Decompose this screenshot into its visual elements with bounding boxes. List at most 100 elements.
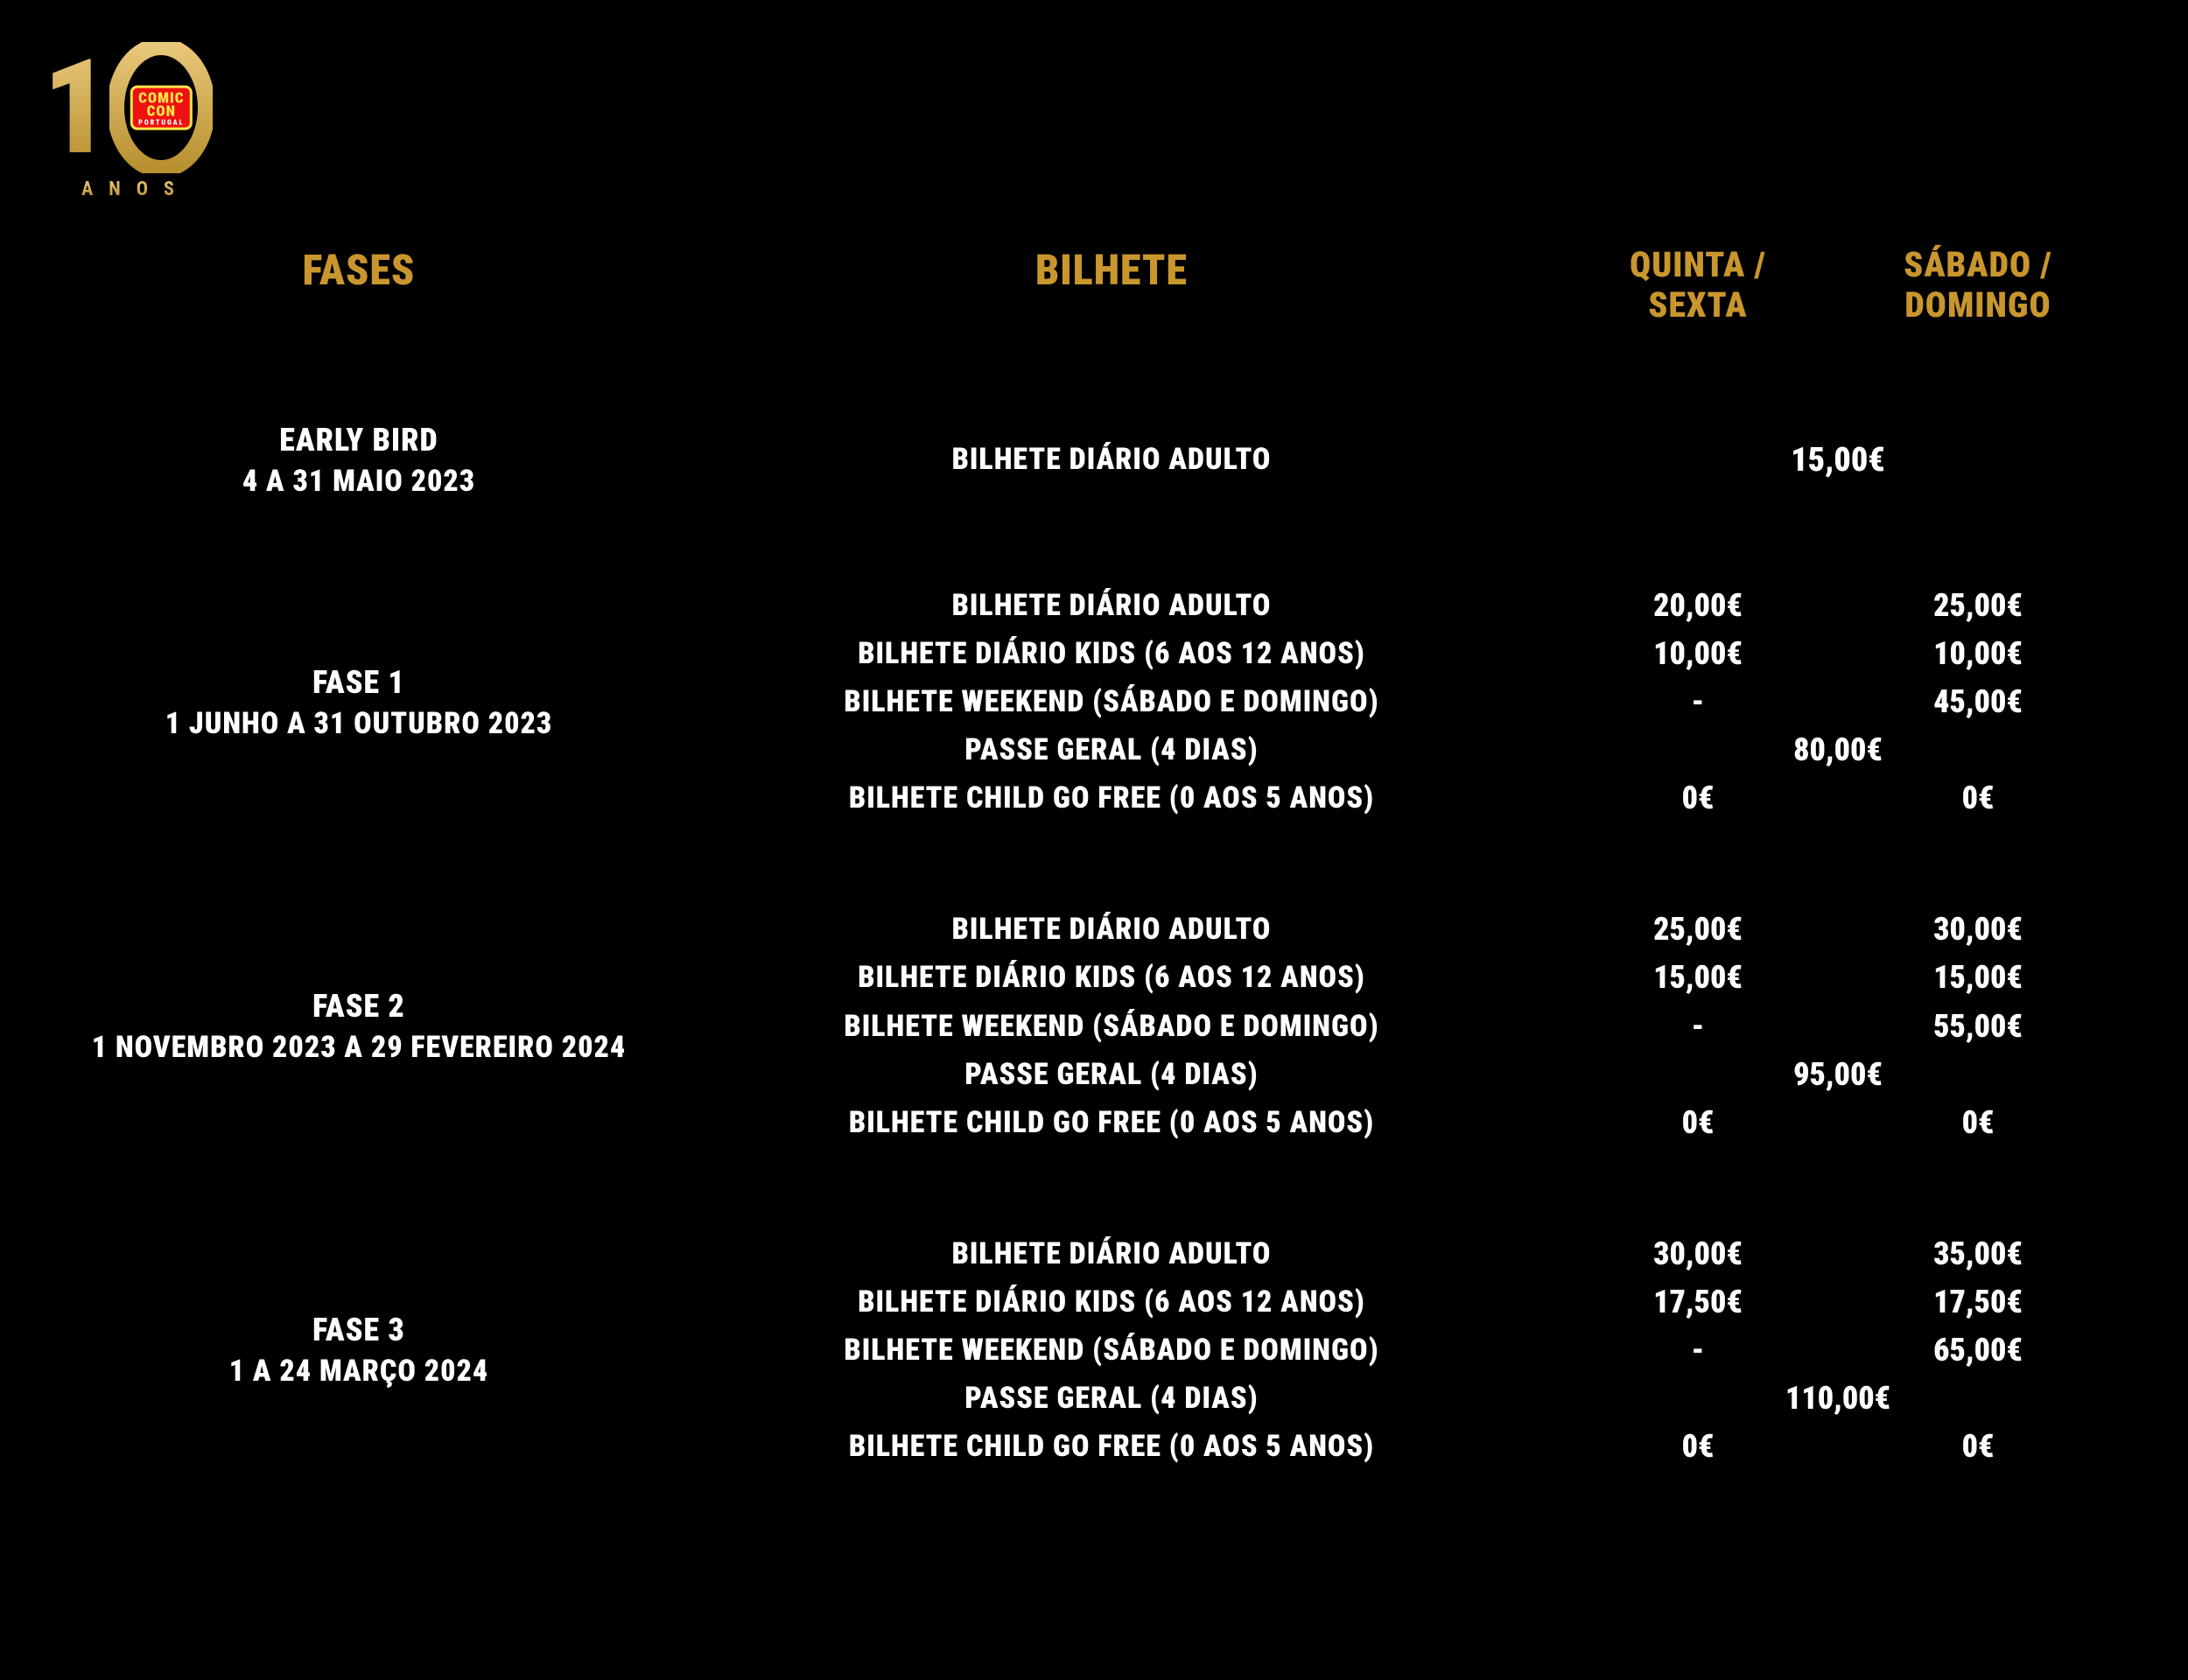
header-col2: SÁBADO / DOMINGO (1838, 245, 2118, 326)
fase-block: FASE 1 1 JUNHO A 31 OUTUBRO 2023 (53, 664, 665, 741)
price-grid: 30,00€35,00€17,50€17,50€-65,00€110,00€0€… (1558, 1230, 2118, 1471)
price-quinta-sexta: 25,00€ (1558, 906, 1838, 954)
fase-title: FASE 3 (53, 1312, 665, 1348)
price-row: 25,00€30,00€ (1558, 906, 2118, 954)
price-row: 0€0€ (1558, 1099, 2118, 1147)
bilhete-label: BILHETE DIÁRIO ADULTO (665, 436, 1558, 484)
price-row: 30,00€35,00€ (1558, 1230, 2118, 1278)
price-quinta-sexta: 0€ (1558, 1423, 1838, 1471)
price-sabado-domingo: 0€ (1838, 1099, 2118, 1147)
logo-badge: COMIC CON PORTUGAL (130, 86, 192, 130)
price-row: 110,00€ (1558, 1375, 2118, 1423)
price-quinta-sexta: 17,50€ (1558, 1278, 1838, 1326)
logo-digit-1: 1 (43, 49, 110, 167)
fase-title: FASE 2 (53, 988, 665, 1025)
price-row: 15,00€15,00€ (1558, 954, 2118, 1002)
price-sabado-domingo: 15,00€ (1838, 954, 2118, 1002)
price-sabado-domingo: 45,00€ (1838, 678, 2118, 726)
section-row: FASE 2 1 NOVEMBRO 2023 A 29 FEVEREIRO 202… (53, 906, 2135, 1146)
price-quinta-sexta: 20,00€ (1558, 582, 1838, 630)
header-fases: FASES (53, 245, 665, 295)
section-row: EARLY BIRD 4 A 31 MAIO 2023BILHETE DIÁRIO… (53, 422, 2135, 499)
price-quinta-sexta: - (1558, 1326, 1838, 1375)
bilhete-label: PASSE GERAL (4 DIAS) (665, 1051, 1558, 1099)
table-header-row: FASES BILHETE QUINTA / SEXTA SÁBADO / DO… (53, 245, 2135, 326)
price-row: 95,00€ (1558, 1051, 2118, 1099)
price-sabado-domingo: 35,00€ (1838, 1230, 2118, 1278)
price-quinta-sexta: 0€ (1558, 774, 1838, 822)
price-row: 10,00€10,00€ (1558, 630, 2118, 678)
price-grid: 20,00€25,00€10,00€10,00€-45,00€80,00€0€0… (1558, 582, 2118, 822)
price-row: -65,00€ (1558, 1326, 2118, 1375)
bilhete-label: BILHETE DIÁRIO KIDS (6 AOS 12 ANOS) (665, 1278, 1558, 1326)
pricing-table: FASES BILHETE QUINTA / SEXTA SÁBADO / DO… (53, 245, 2135, 1471)
price-sabado-domingo: 55,00€ (1838, 1003, 2118, 1051)
bilhete-list: BILHETE DIÁRIO ADULTO (665, 436, 1558, 484)
header-col2-line2: DOMINGO (1838, 285, 2118, 326)
price-quinta-sexta: 30,00€ (1558, 1230, 1838, 1278)
fase-subtitle: 1 NOVEMBRO 2023 A 29 FEVEREIRO 2024 (53, 1030, 665, 1065)
bilhete-label: PASSE GERAL (4 DIAS) (665, 1375, 1558, 1423)
bilhete-list: BILHETE DIÁRIO ADULTOBILHETE DIÁRIO KIDS… (665, 582, 1558, 822)
fase-block: FASE 3 1 A 24 MARÇO 2024 (53, 1312, 665, 1389)
price-row: -55,00€ (1558, 1003, 2118, 1051)
logo-digits: 1 COMIC CON PORTUGAL (40, 42, 215, 173)
header-col2-line1: SÁBADO / (1838, 245, 2118, 285)
fase-subtitle: 1 A 24 MARÇO 2024 (53, 1354, 665, 1389)
header-col1-line2: SEXTA (1558, 285, 1838, 326)
bilhete-label: BILHETE DIÁRIO ADULTO (665, 1230, 1558, 1278)
bilhete-label: BILHETE WEEKEND (SÁBADO E DOMINGO) (665, 1003, 1558, 1051)
page: 1 COMIC CON PORTUGAL ANOS FASES BILHETE (0, 0, 2188, 1680)
fase-title: EARLY BIRD (53, 422, 665, 458)
logo-badge-text: COMIC CON (138, 90, 184, 121)
price-merged: 15,00€ (1558, 435, 2118, 486)
bilhete-label: PASSE GERAL (4 DIAS) (665, 726, 1558, 774)
price-sabado-domingo: 30,00€ (1838, 906, 2118, 954)
bilhete-list: BILHETE DIÁRIO ADULTOBILHETE DIÁRIO KIDS… (665, 906, 1558, 1146)
bilhete-label: BILHETE DIÁRIO KIDS (6 AOS 12 ANOS) (665, 954, 1558, 1002)
price-quinta-sexta: 0€ (1558, 1099, 1838, 1147)
bilhete-list: BILHETE DIÁRIO ADULTOBILHETE DIÁRIO KIDS… (665, 1230, 1558, 1471)
bilhete-label: BILHETE DIÁRIO ADULTO (665, 582, 1558, 630)
fase-block: FASE 2 1 NOVEMBRO 2023 A 29 FEVEREIRO 202… (53, 988, 665, 1065)
bilhete-label: BILHETE CHILD GO FREE (0 AOS 5 ANOS) (665, 1099, 1558, 1147)
sections-container: EARLY BIRD4 A 31 MAIO 2023BILHETE DIÁRIO… (53, 422, 2135, 1471)
price-sabado-domingo: 10,00€ (1838, 630, 2118, 678)
price-row: 0€0€ (1558, 1423, 2118, 1471)
logo: 1 COMIC CON PORTUGAL ANOS (40, 42, 215, 200)
bilhete-label: BILHETE CHILD GO FREE (0 AOS 5 ANOS) (665, 1423, 1558, 1471)
price-quinta-sexta: 15,00€ (1558, 954, 1838, 1002)
price-sabado-domingo: 25,00€ (1838, 582, 2118, 630)
bilhete-label: BILHETE DIÁRIO KIDS (6 AOS 12 ANOS) (665, 630, 1558, 678)
price-merged: 110,00€ (1558, 1375, 2118, 1423)
fase-subtitle: 4 A 31 MAIO 2023 (53, 464, 665, 499)
bilhete-label: BILHETE WEEKEND (SÁBADO E DOMINGO) (665, 1326, 1558, 1375)
price-row: 17,50€17,50€ (1558, 1278, 2118, 1326)
price-quinta-sexta: - (1558, 1003, 1838, 1051)
price-sabado-domingo: 0€ (1838, 1423, 2118, 1471)
header-col1: QUINTA / SEXTA (1558, 245, 1838, 326)
logo-digit-0: COMIC CON PORTUGAL (109, 42, 213, 173)
header-col1-line1: QUINTA / (1558, 245, 1838, 285)
fase-subtitle: 1 JUNHO A 31 OUTUBRO 2023 (53, 706, 665, 741)
price-row: 80,00€ (1558, 726, 2118, 774)
price-merged: 80,00€ (1558, 726, 2118, 774)
price-merged: 95,00€ (1558, 1051, 2118, 1099)
bilhete-label: BILHETE DIÁRIO ADULTO (665, 906, 1558, 954)
price-row: 20,00€25,00€ (1558, 582, 2118, 630)
bilhete-label: BILHETE WEEKEND (SÁBADO E DOMINGO) (665, 678, 1558, 726)
price-sabado-domingo: 0€ (1838, 774, 2118, 822)
price-quinta-sexta: - (1558, 678, 1838, 726)
price-quinta-sexta: 10,00€ (1558, 630, 1838, 678)
fase-title: FASE 1 (53, 664, 665, 701)
section-row: FASE 31 A 24 MARÇO 2024BILHETE DIÁRIO AD… (53, 1230, 2135, 1471)
price-sabado-domingo: 17,50€ (1838, 1278, 2118, 1326)
price-row: -45,00€ (1558, 678, 2118, 726)
section-row: FASE 11 JUNHO A 31 OUTUBRO 2023BILHETE D… (53, 582, 2135, 822)
price-grid: 25,00€30,00€15,00€15,00€-55,00€95,00€0€0… (1558, 906, 2118, 1146)
logo-badge-sub: PORTUGAL (138, 119, 184, 125)
price-sabado-domingo: 65,00€ (1838, 1326, 2118, 1375)
bilhete-label: BILHETE CHILD GO FREE (0 AOS 5 ANOS) (665, 774, 1558, 822)
price-row: 0€0€ (1558, 774, 2118, 822)
fase-block: EARLY BIRD 4 A 31 MAIO 2023 (53, 422, 665, 499)
